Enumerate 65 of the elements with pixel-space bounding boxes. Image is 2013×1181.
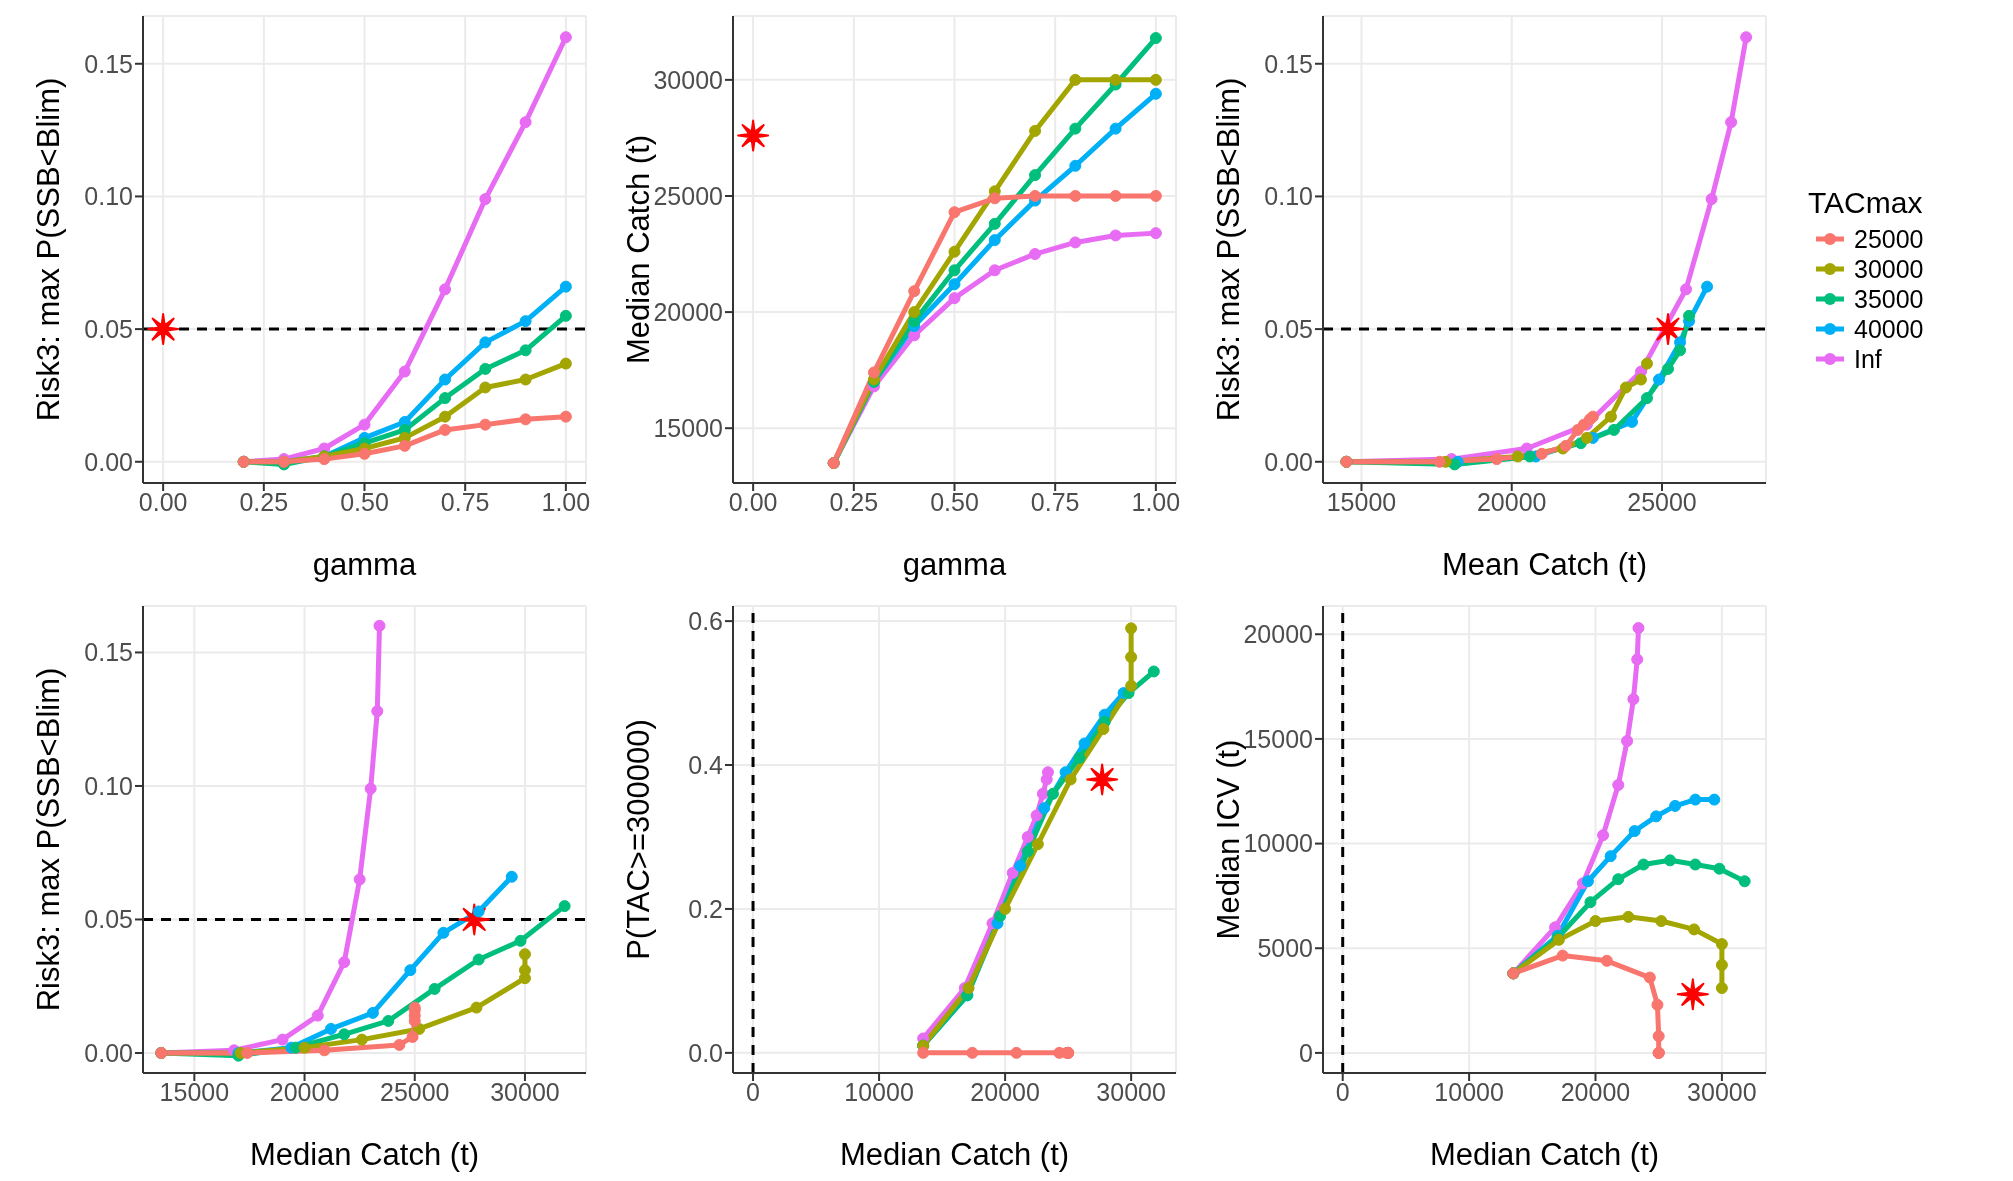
y-tick-label: 30000 bbox=[653, 65, 723, 94]
x-tick-label: 1.00 bbox=[541, 487, 591, 516]
x-axis-title: Mean Catch (t) bbox=[1441, 547, 1648, 582]
y-axis-title: Risk3: max P(SSB<Blim) bbox=[31, 667, 67, 1012]
x-tick-label: 20000 bbox=[1560, 1077, 1631, 1106]
x-tick-label: 10000 bbox=[1434, 1077, 1504, 1106]
y-tick-label: 0.10 bbox=[1264, 182, 1313, 211]
x-axis-title: Median Catch (t) bbox=[839, 1137, 1070, 1172]
y-tick-label: 0.0 bbox=[688, 1038, 723, 1067]
legend-label: 25000 bbox=[1854, 225, 1924, 253]
y-axis-title: P(TAC>=300000) bbox=[621, 719, 657, 960]
y-tick-label: 10000 bbox=[1243, 829, 1313, 858]
x-tick-label: 30000 bbox=[1687, 1077, 1757, 1106]
y-tick-label: 0.15 bbox=[84, 49, 133, 78]
x-axis-title: gamma bbox=[902, 547, 1007, 582]
y-tick-label: 0.10 bbox=[84, 771, 133, 800]
y-tick-label: 5000 bbox=[1257, 934, 1313, 963]
x-tick-label: 0 bbox=[746, 1077, 760, 1106]
y-tick-label: 0.15 bbox=[1264, 49, 1313, 78]
y-tick-label: 0.00 bbox=[1264, 447, 1313, 476]
legend-label: Inf bbox=[1854, 345, 1882, 373]
y-tick-label: 0.2 bbox=[688, 894, 723, 923]
x-tick-label: 0 bbox=[1335, 1077, 1350, 1106]
x-tick-label: 0.00 bbox=[138, 487, 188, 516]
y-axis-title: Risk3: max P(SSB<Blim) bbox=[31, 77, 67, 422]
y-tick-label: 0.05 bbox=[1264, 314, 1313, 343]
x-tick-label: 0.25 bbox=[829, 487, 879, 516]
x-axis-title: Median Catch (t) bbox=[249, 1137, 480, 1172]
x-tick-label: 15000 bbox=[159, 1077, 230, 1106]
x-tick-label: 0.50 bbox=[340, 487, 389, 516]
y-tick-label: 15000 bbox=[653, 414, 723, 443]
y-tick-label: 0.4 bbox=[688, 750, 724, 779]
legend-label: 35000 bbox=[1854, 285, 1924, 313]
x-tick-label: 1.00 bbox=[1131, 487, 1181, 516]
x-tick-label: 20000 bbox=[970, 1077, 1040, 1106]
x-tick-label: 20000 bbox=[1476, 487, 1547, 516]
x-tick-label: 15000 bbox=[1326, 487, 1397, 516]
x-tick-label: 0.75 bbox=[440, 487, 490, 516]
y-tick-label: 0.10 bbox=[84, 182, 133, 211]
x-tick-label: 10000 bbox=[844, 1077, 914, 1106]
y-axis-title: Risk3: max P(SSB<Blim) bbox=[1211, 77, 1247, 422]
y-tick-label: 0.05 bbox=[84, 905, 133, 934]
x-tick-label: 20000 bbox=[269, 1077, 340, 1106]
y-tick-label: 0.15 bbox=[84, 638, 133, 667]
x-axis-title: gamma bbox=[312, 547, 417, 582]
y-tick-label: 20000 bbox=[1243, 620, 1313, 649]
x-tick-label: 30000 bbox=[490, 1077, 560, 1106]
x-tick-label: 0.75 bbox=[1030, 487, 1080, 516]
legend-title: TACmax bbox=[1808, 186, 1923, 219]
y-tick-label: 0.00 bbox=[84, 447, 133, 476]
y-tick-label: 25000 bbox=[653, 181, 723, 210]
x-tick-label: 0.25 bbox=[239, 487, 289, 516]
x-tick-label: 25000 bbox=[379, 1077, 450, 1106]
y-tick-label: 0.05 bbox=[84, 314, 133, 343]
legend-label: 30000 bbox=[1854, 255, 1924, 283]
y-tick-label: 20000 bbox=[653, 297, 723, 326]
y-tick-label: 0.00 bbox=[84, 1038, 133, 1067]
x-tick-label: 30000 bbox=[1096, 1077, 1166, 1106]
x-axis-title: Median Catch (t) bbox=[1429, 1137, 1660, 1172]
x-tick-label: 0.00 bbox=[728, 487, 778, 516]
y-tick-label: 0.6 bbox=[688, 606, 723, 635]
x-tick-label: 25000 bbox=[1627, 487, 1697, 516]
legend-label: 40000 bbox=[1854, 315, 1924, 343]
y-tick-label: 0 bbox=[1299, 1038, 1313, 1067]
x-tick-label: 0.50 bbox=[930, 487, 979, 516]
